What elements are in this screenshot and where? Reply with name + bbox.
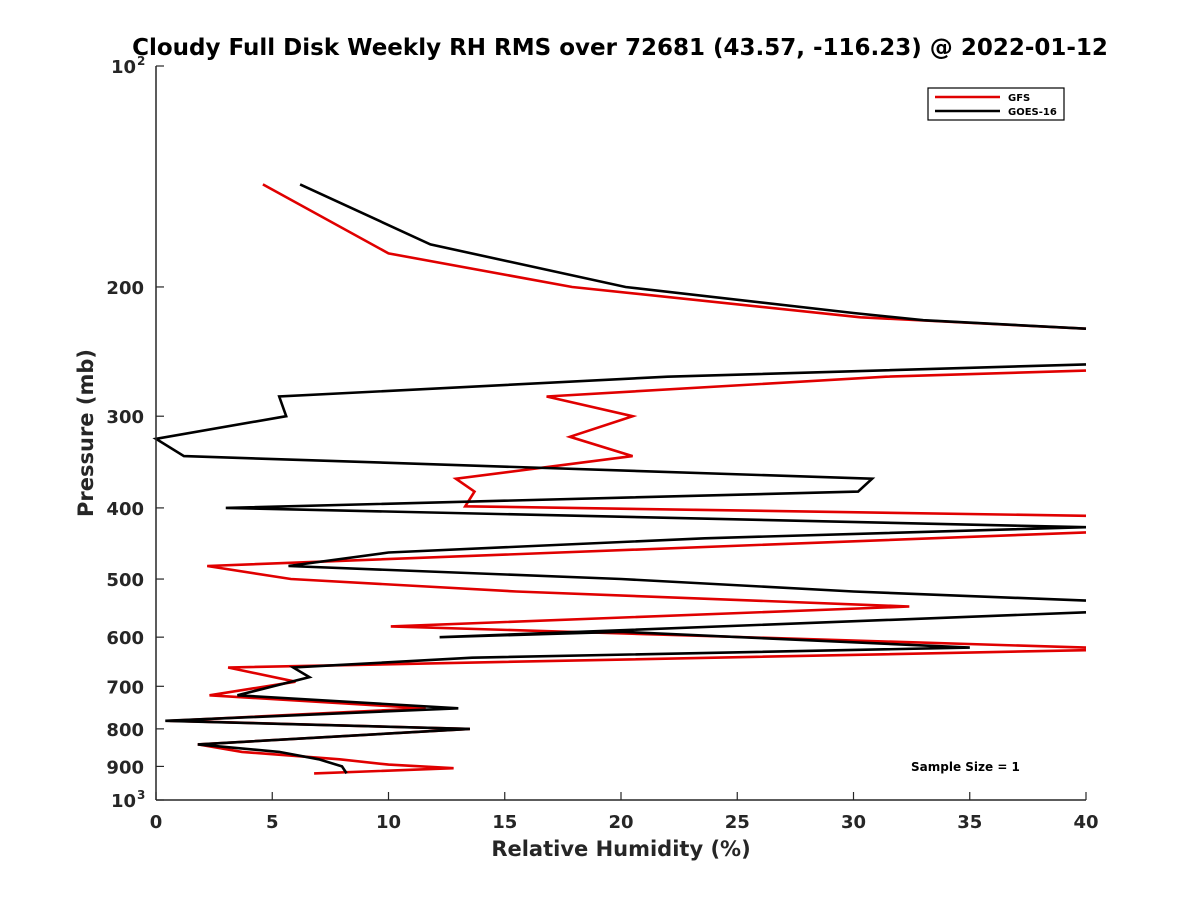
y-tick-exponent: 2 [137,54,145,68]
y-tick-label: 600 [106,628,144,649]
x-tick-label: 25 [725,812,750,833]
legend: GFS GOES-16 [927,87,1065,121]
x-axis-label: Relative Humidity (%) [491,837,750,861]
y-tick-label: 10 [111,57,136,78]
legend-box [927,87,1065,121]
y-tick-label: 500 [106,570,144,591]
legend-label-gfs: GFS [1008,93,1030,104]
x-tick-label: 5 [266,812,279,833]
x-tick-label: 10 [376,812,401,833]
legend-label-goes16: GOES-16 [1008,107,1057,118]
x-tick-label: 30 [841,812,866,833]
y-tick-exponent: 3 [137,788,145,802]
x-tick-label: 40 [1073,812,1098,833]
y-tick-label: 900 [106,757,144,778]
y-tick-label: 200 [106,278,144,299]
y-tick-label: 300 [106,407,144,428]
x-tick-label: 20 [608,812,633,833]
x-ticks: 0 5 10 15 20 25 30 35 40 [150,792,1099,833]
series-layer [152,183,1087,775]
y-tick-label: 700 [106,677,144,698]
x-tick-label: 0 [150,812,163,833]
y-tick-label: 400 [106,499,144,520]
series-line-goes16 [152,183,1087,775]
x-tick-label: 15 [492,812,517,833]
sample-size-annotation: Sample Size = 1 [911,760,1020,774]
x-tick-label: 35 [957,812,982,833]
y-tick-label: 800 [106,720,144,741]
chart-title: Cloudy Full Disk Weekly RH RMS over 7268… [132,35,1108,61]
y-tick-label: 10 [111,791,136,812]
y-axis-label: Pressure (mb) [74,349,98,517]
series-line-gfs [169,183,1087,775]
